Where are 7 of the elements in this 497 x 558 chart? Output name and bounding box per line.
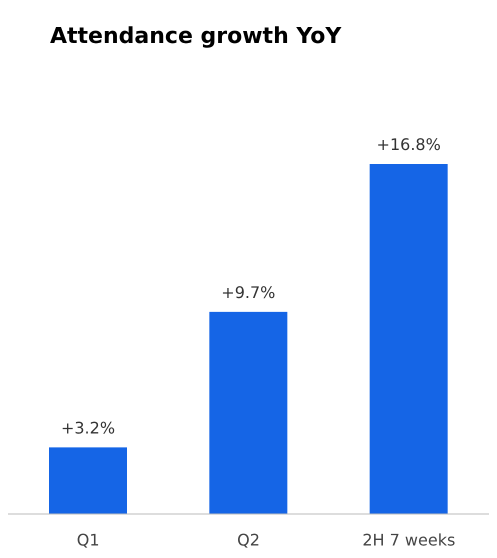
data-label: +16.8% xyxy=(376,135,441,154)
x-tick-label: 2H 7 weeks xyxy=(362,530,456,550)
x-tick-label: Q1 xyxy=(76,530,100,550)
data-label: +9.7% xyxy=(221,282,276,302)
data-label: +3.2% xyxy=(60,418,116,438)
chart-title: Attendance growth YoY xyxy=(49,23,342,51)
x-tick-label: Q2 xyxy=(237,530,260,550)
